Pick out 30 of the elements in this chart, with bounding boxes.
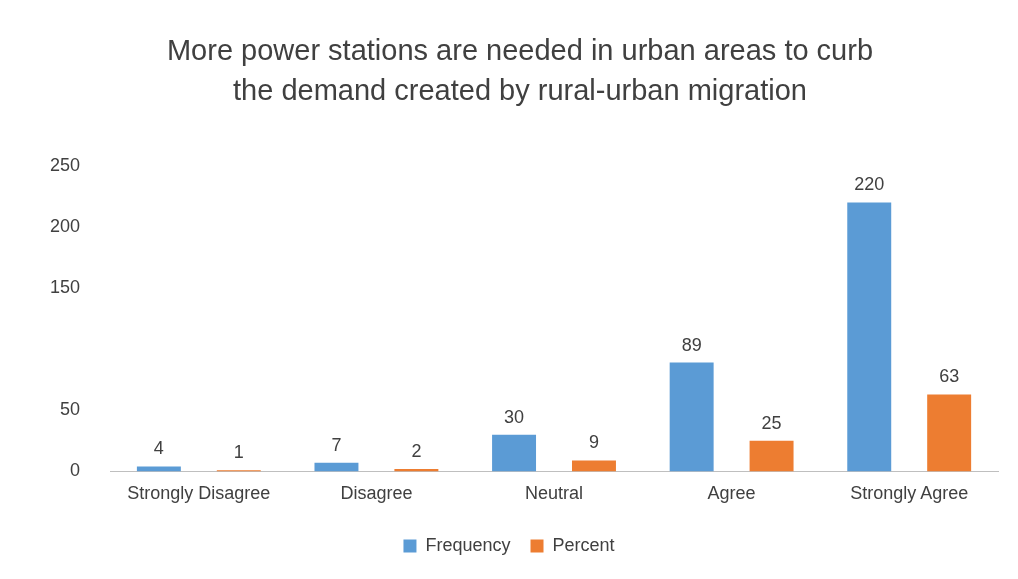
data-label: 220 <box>854 174 885 195</box>
y-tick-label: 250 <box>49 154 81 175</box>
x-tick-label: Disagree <box>340 483 413 504</box>
data-label: 4 <box>153 438 164 459</box>
x-tick-label: Strongly Agree <box>850 483 969 504</box>
x-tick-label: Neutral <box>525 483 584 504</box>
bar <box>927 394 972 472</box>
x-tick-label: Strongly Disagree <box>127 483 271 504</box>
y-tick-label: 200 <box>49 215 81 236</box>
data-label: 30 <box>504 406 525 427</box>
bar <box>749 440 794 472</box>
data-label: 1 <box>233 442 244 463</box>
legend-label: Frequency <box>425 534 511 555</box>
bar <box>847 202 892 472</box>
y-tick-label: 150 <box>49 277 81 298</box>
chart-title: More power stations are needed in urban areas to curb the demand created by rural-urban migration <box>165 33 875 108</box>
bar <box>492 434 537 472</box>
bar <box>669 362 714 472</box>
data-label: 89 <box>681 334 702 355</box>
data-label: 9 <box>588 432 599 453</box>
y-tick-label: 50 <box>60 399 81 420</box>
data-label: 2 <box>411 440 422 461</box>
bar <box>572 460 616 472</box>
legend-label: Percent <box>552 534 615 555</box>
data-label: 7 <box>331 434 342 455</box>
data-label: 63 <box>939 366 960 387</box>
x-tick-label: Agree <box>707 483 756 504</box>
data-label: 25 <box>761 412 782 433</box>
bar <box>314 462 359 472</box>
y-tick-label: 0 <box>70 460 81 481</box>
